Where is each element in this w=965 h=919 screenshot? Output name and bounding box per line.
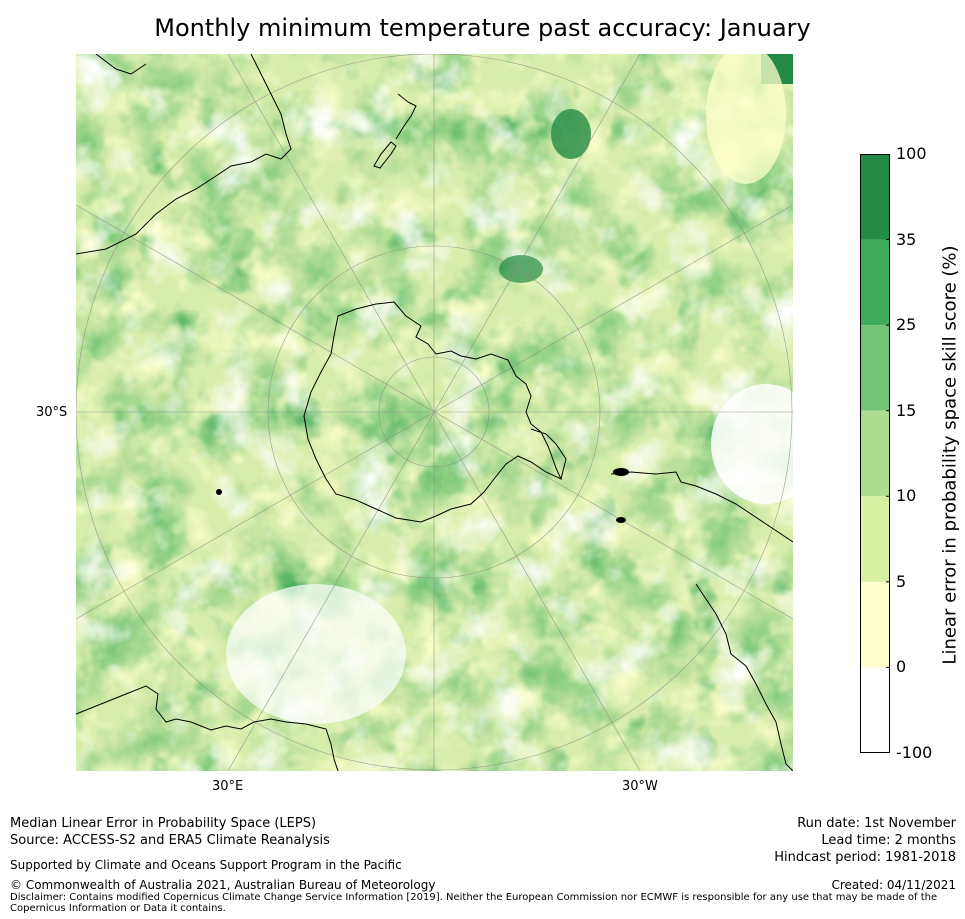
australia-coast (76, 685, 339, 771)
patch-darkgreen-north (551, 109, 591, 159)
axis-label-30e: 30°E (212, 779, 244, 794)
colorbar-tick-label: 10 (896, 486, 917, 506)
colorbar-tick-label: 15 (896, 400, 917, 420)
colorbar-tick-label: 0 (896, 657, 907, 677)
new-zealand-north (395, 93, 417, 140)
africa-south (95, 54, 147, 75)
island-tierra-del-fuego (613, 468, 629, 476)
patch-white-east (711, 384, 793, 504)
colorbar-tick-label: 25 (896, 315, 917, 335)
footer-source: Source: ACCESS-S2 and ERA5 Climate Reana… (10, 833, 330, 848)
field-no-skill (76, 54, 793, 771)
island-kerguelen (216, 489, 222, 495)
colorbar-tick-label: 5 (896, 571, 907, 591)
south-america-coast (610, 471, 793, 543)
island-falklands (616, 517, 626, 523)
colorbar-bin (860, 154, 890, 240)
footer-hindcast: Hindcast period: 1981-2018 (774, 850, 956, 865)
south-america-east (695, 583, 793, 771)
footer-created: Created: 04/11/2021 (831, 878, 956, 892)
colorbar-frame (860, 154, 890, 753)
coastlines (76, 54, 793, 771)
axis-label-30s: 30°S (36, 405, 68, 420)
footer-disclaimer: Disclaimer: Contains modified Copernicus… (10, 892, 938, 914)
patch-darkgreen-center (499, 255, 543, 283)
axis-label-30w: 30°W (622, 779, 658, 794)
colorbar-bin (860, 239, 890, 326)
colorbar-tick-label: -100 (896, 743, 933, 762)
colorbar-bin (860, 410, 890, 497)
antarctic-peninsula (530, 428, 567, 480)
islands (216, 468, 629, 523)
footer-lead-time: Lead time: 2 months (821, 833, 956, 848)
footer-run-date: Run date: 1st November (797, 816, 956, 831)
colorbar (860, 154, 890, 753)
footer-copyright: © Commonwealth of Australia 2021, Austra… (10, 878, 436, 892)
patch-white-southwest (226, 584, 406, 724)
meridian-120 (76, 204, 793, 620)
footer-leps: Median Linear Error in Probability Space… (10, 816, 317, 831)
new-zealand-south (373, 141, 397, 169)
colorbar-tick-label: 35 (896, 229, 917, 249)
meridian-150 (227, 54, 641, 771)
graticule (76, 54, 793, 771)
chart-title: Monthly minimum temperature past accurac… (154, 14, 811, 42)
colorbar-bin (860, 581, 890, 668)
colorbar-bin (860, 667, 890, 753)
colorbar-label: Linear error in probability space skill … (939, 245, 961, 665)
colorbar-bin (860, 325, 890, 411)
patch-yellow-northeast (706, 54, 786, 184)
footer-supported: Supported by Climate and Oceans Support … (10, 858, 402, 872)
africa-coast (76, 54, 292, 255)
polar-map (76, 54, 793, 771)
colorbar-bin (860, 496, 890, 582)
colorbar-tick-label: 100 (896, 144, 927, 163)
